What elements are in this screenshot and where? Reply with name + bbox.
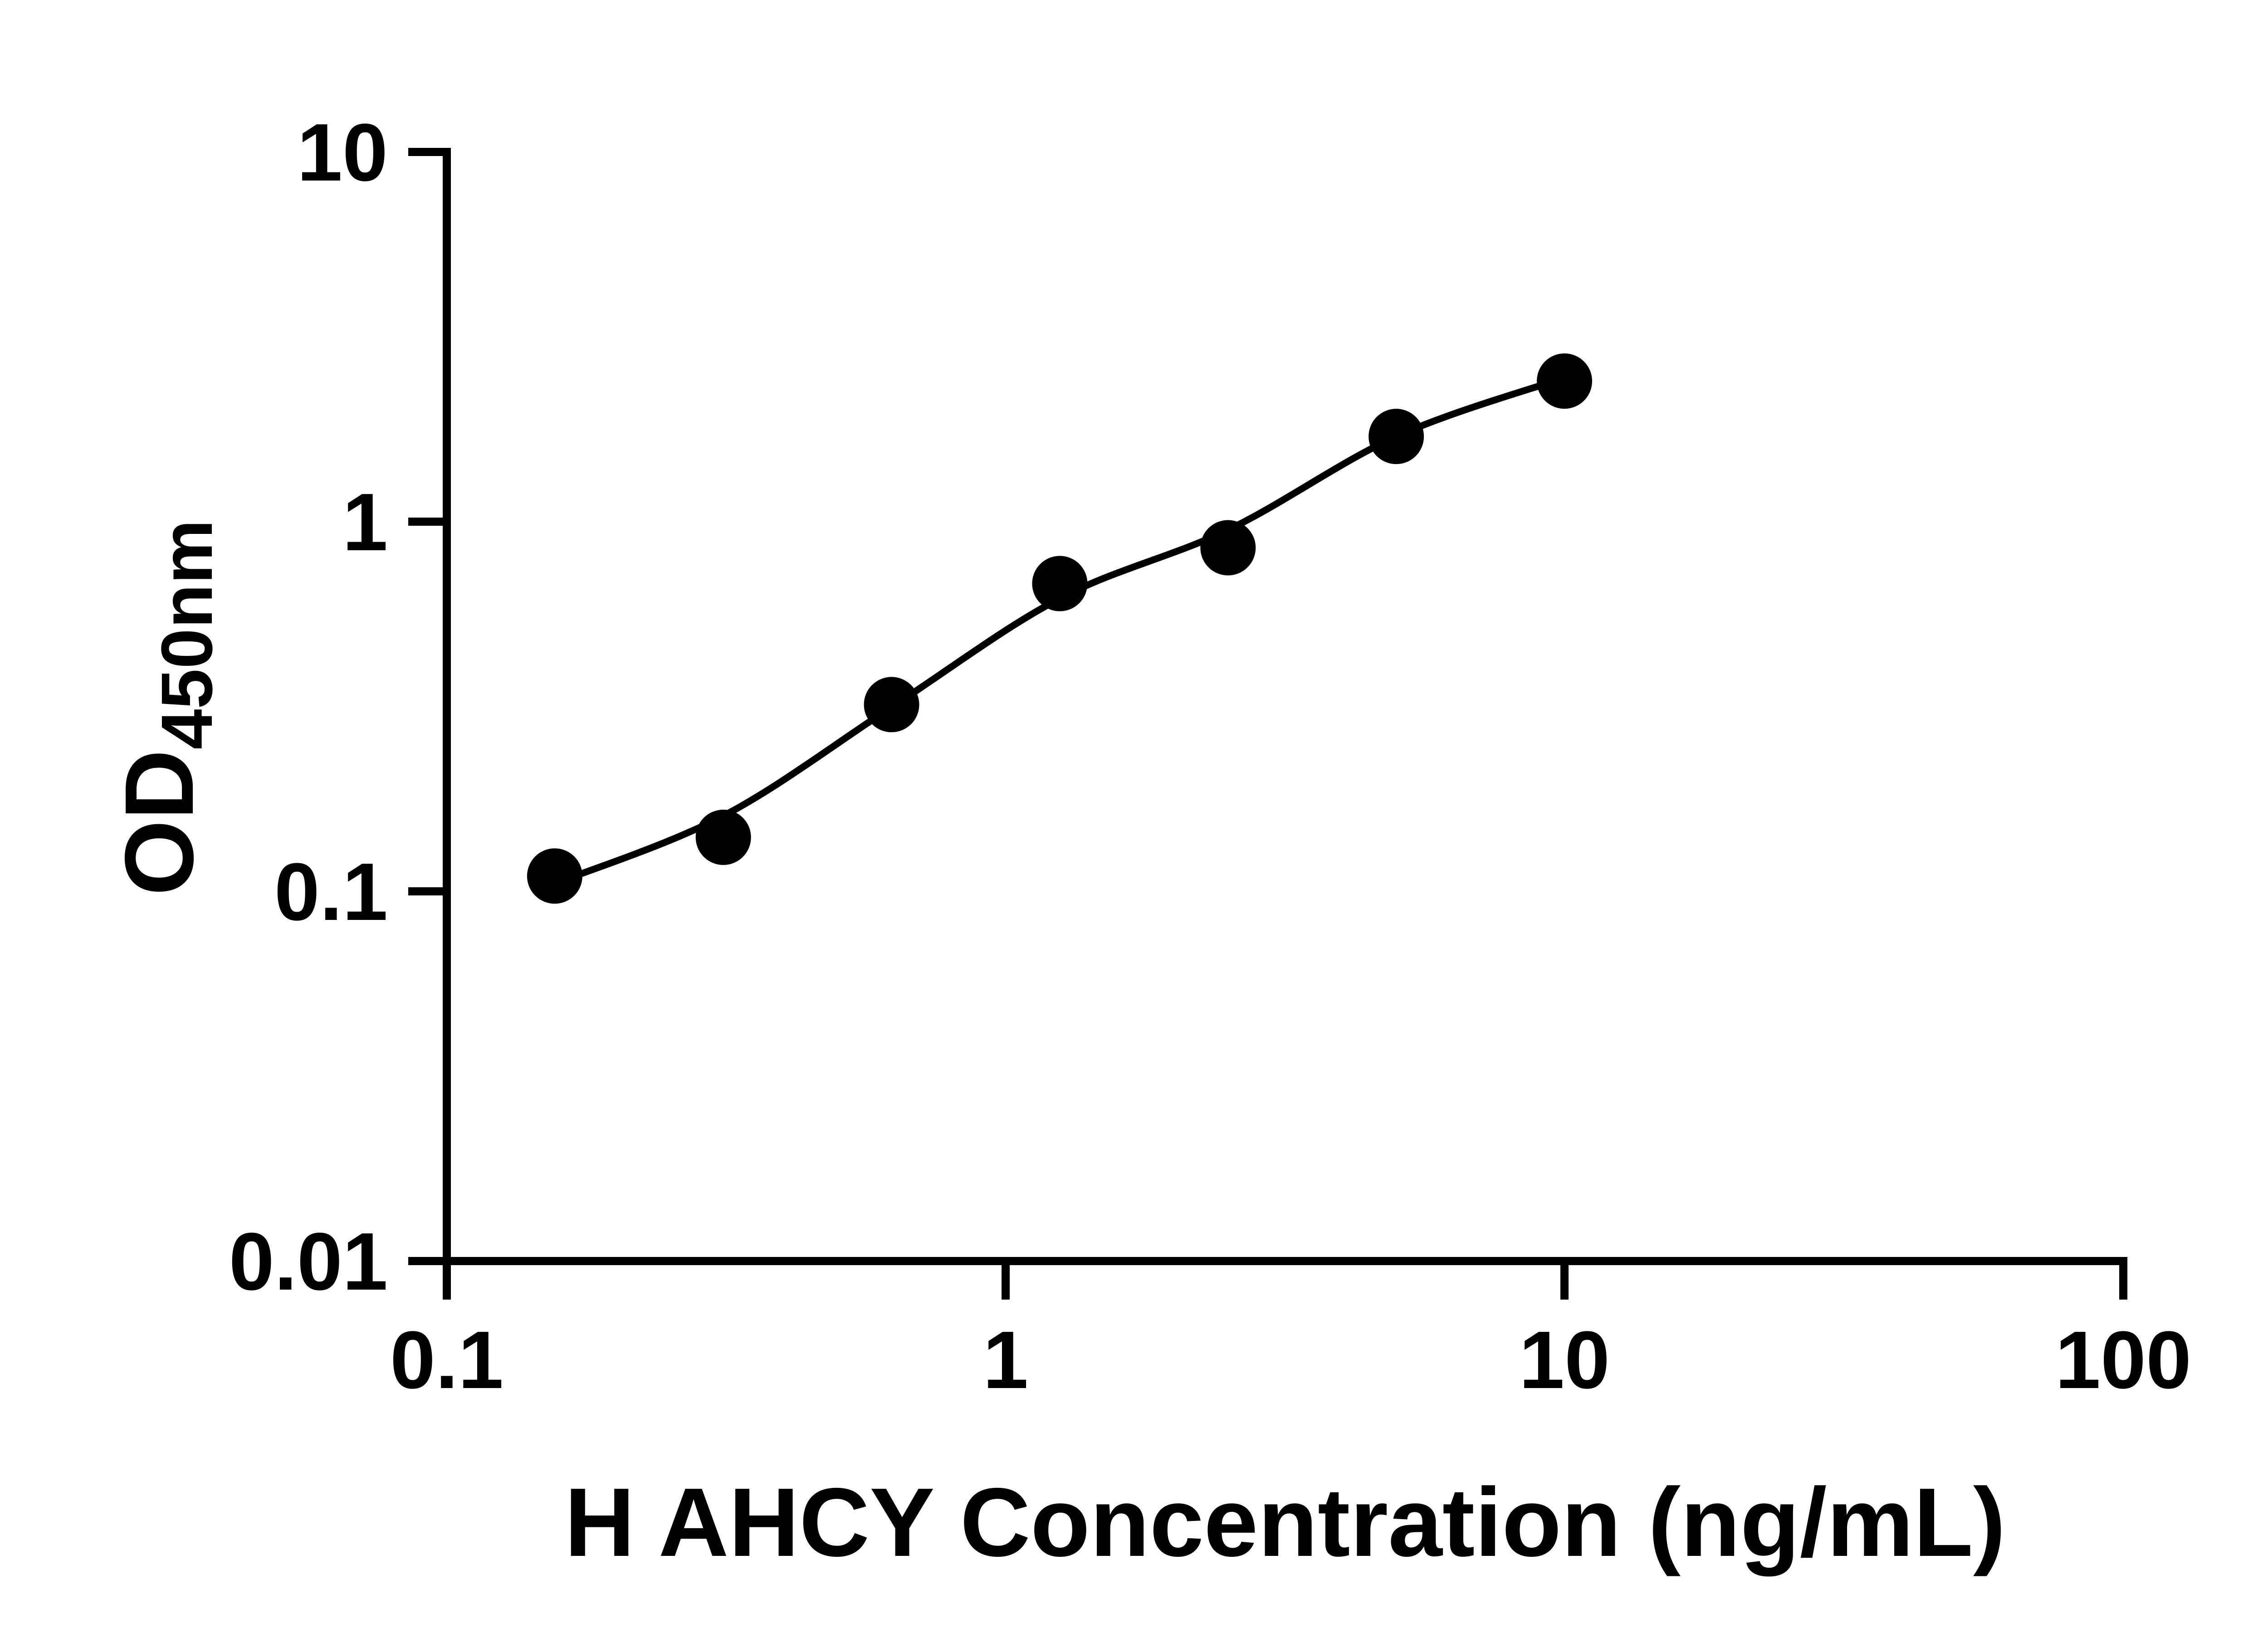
y-tick-label: 0.1 [274,846,388,938]
x-tick-label: 1 [983,1315,1028,1406]
data-point [1369,409,1424,464]
data-point [695,809,751,865]
axes-frame [443,148,2127,1265]
y-tick-label: 0.01 [229,1216,388,1307]
data-point [527,848,582,904]
x-tick-label: 0.1 [390,1315,503,1406]
data-point [864,677,919,733]
y-tick-label: 1 [342,477,388,568]
x-tick-label: 10 [1519,1315,1610,1406]
x-axis-title: H AHCY Concentration (ng/mL) [564,1467,2005,1577]
y-tick-label: 10 [297,107,388,198]
x-tick-label: 100 [2055,1315,2191,1406]
y-axis-title: OD450nm [104,519,227,895]
data-point [1032,556,1088,611]
data-point [1200,520,1256,576]
data-point [1537,353,1592,409]
